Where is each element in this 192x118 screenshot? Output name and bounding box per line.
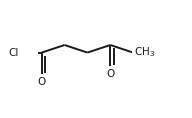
Text: Cl: Cl [8,48,19,58]
Text: O: O [106,70,114,80]
Text: CH$_3$: CH$_3$ [134,46,155,59]
FancyBboxPatch shape [101,66,118,76]
FancyBboxPatch shape [2,44,38,60]
Text: O: O [38,77,46,87]
FancyBboxPatch shape [33,74,50,84]
FancyBboxPatch shape [132,44,158,60]
